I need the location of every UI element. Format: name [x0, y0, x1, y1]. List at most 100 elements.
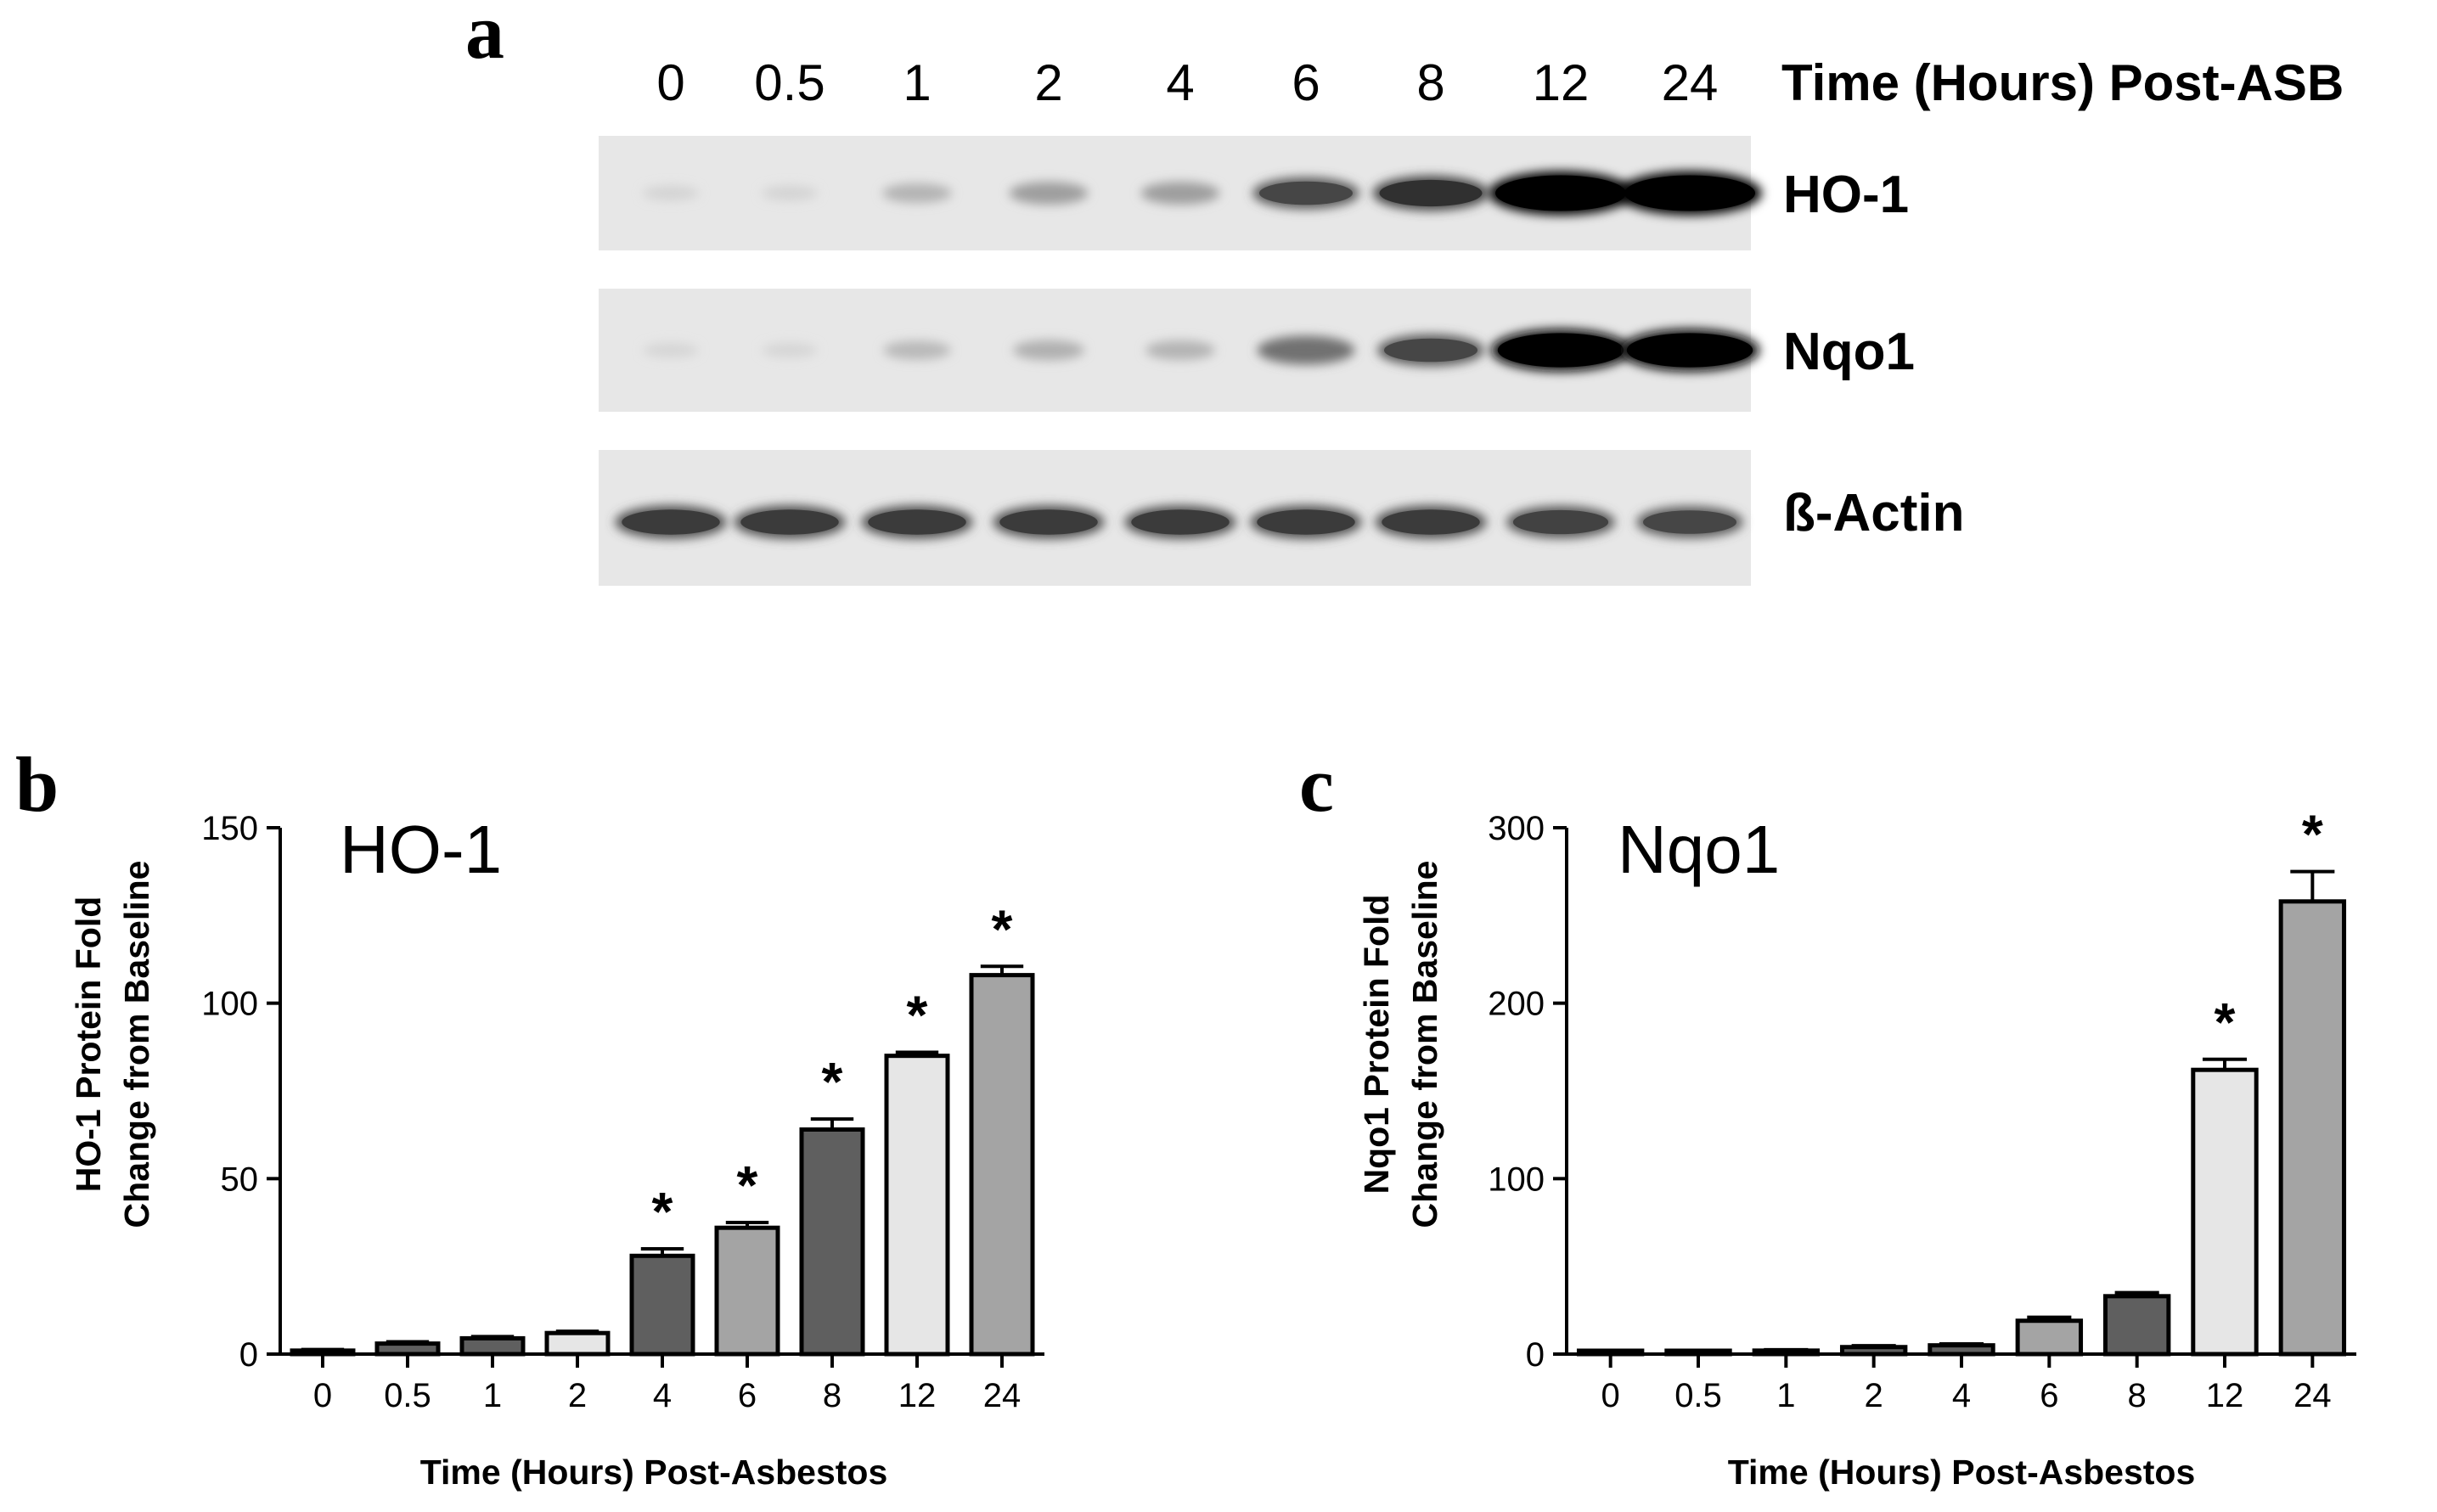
blot-band [1257, 335, 1355, 365]
blot-row-label: ß-Actin [1783, 484, 1965, 542]
bar [714, 1225, 780, 1357]
x-tick-label: 4 [653, 1377, 672, 1414]
y-tick-label: 0 [1526, 1336, 1545, 1374]
blot-band-core [1626, 333, 1753, 368]
panel-letter-b: b [15, 741, 59, 828]
blot-band [643, 342, 699, 358]
significance-marker: * [992, 898, 1013, 959]
blot-band-core [999, 509, 1098, 535]
y-tick-label: 150 [201, 810, 258, 847]
y-tick-label: 100 [1488, 1161, 1545, 1198]
blot-row: ß-Actin [599, 450, 1965, 586]
blot-band-core [1131, 509, 1230, 535]
lane-label: 24 [1662, 54, 1719, 111]
blot-row: Nqo1 [599, 289, 1915, 412]
blot-band-core [740, 509, 839, 535]
bar [629, 1253, 695, 1357]
bar [2015, 1318, 2084, 1357]
bar [544, 1330, 611, 1357]
x-tick-label: 8 [2128, 1377, 2147, 1414]
x-tick-label: 12 [2206, 1377, 2244, 1414]
bar [374, 1341, 441, 1357]
blot-band-core [1382, 509, 1480, 535]
western-blot: 0 0.5 1 2 4 6 8 12 24 Time (Hours) Post-ASB HO-1… [599, 54, 2344, 586]
significance-marker: * [652, 1181, 673, 1242]
x-tick-label: 24 [983, 1377, 1022, 1414]
bar [1839, 1345, 1908, 1357]
bar [290, 1348, 356, 1357]
blot-band-core [1624, 175, 1755, 211]
y-tick-label: 0 [239, 1336, 258, 1374]
blot-row: HO-1 [599, 136, 1909, 250]
lane-label: 0 [656, 54, 684, 111]
y-tick-label: 100 [201, 986, 258, 1023]
x-tick-label: 8 [823, 1377, 841, 1414]
bar [2278, 899, 2347, 1357]
x-tick-label: 6 [738, 1377, 757, 1414]
significance-marker: * [822, 1051, 843, 1112]
x-tick-label: 0 [1601, 1377, 1620, 1414]
blot-band-core [1384, 338, 1477, 363]
blot-band-core [868, 509, 966, 535]
chart-nqo1-xlabel: Time (Hours) Post-Asbestos [1728, 1453, 2196, 1492]
lane-label: 2 [1034, 54, 1062, 111]
blot-band-core [1259, 181, 1353, 205]
blot-band-core [1379, 179, 1483, 207]
chart-ho1-xlabel: Time (Hours) Post-Asbestos [420, 1453, 888, 1492]
x-tick-label: 6 [2040, 1377, 2058, 1414]
significance-marker: * [737, 1155, 758, 1216]
blot-band [642, 185, 700, 201]
blot-band-core [1495, 175, 1626, 211]
bar [1928, 1343, 1995, 1357]
chart-ho1-ylabel-line1: HO-1 Protein Fold [69, 897, 108, 1193]
chart-nqo1: Nqo1 Nqo1 Protein Fold Change from Basel… [1357, 804, 2356, 1492]
lane-label: 8 [1416, 54, 1444, 111]
chart-ho1-title: HO-1 [340, 812, 502, 887]
blot-band-core [1643, 510, 1736, 534]
blot-row-label: HO-1 [1783, 166, 1909, 224]
y-tick-label: 50 [221, 1161, 259, 1198]
lane-label: 0.5 [754, 54, 825, 111]
significance-marker: * [2302, 804, 2323, 865]
x-tick-label: 0 [313, 1377, 332, 1414]
chart-nqo1-ylabel-line1: Nqo1 Protein Fold [1357, 894, 1396, 1194]
bar [2102, 1294, 2171, 1357]
x-tick-label: 0.5 [384, 1377, 431, 1414]
x-tick-label: 2 [568, 1377, 587, 1414]
blot-rows: HO-1 Nqo1 ß-Actin [599, 136, 1965, 586]
x-tick-label: 1 [1776, 1377, 1795, 1414]
y-tick-label: 300 [1488, 810, 1545, 847]
bar [2191, 1067, 2259, 1357]
chart-nqo1-ylabel-line2: Change from Baseline [1405, 861, 1444, 1228]
lane-labels: 0 0.5 1 2 4 6 8 12 24 [656, 54, 1718, 111]
x-tick-label: 24 [2293, 1377, 2332, 1414]
blot-band [1009, 182, 1089, 205]
bar [1664, 1348, 1732, 1357]
blot-row-label: Nqo1 [1783, 323, 1915, 381]
bar [884, 1054, 950, 1357]
significance-marker: * [2215, 992, 2236, 1053]
chart-ho1-ylabel-line2: Change from Baseline [117, 861, 156, 1228]
chart-nqo1-title: Nqo1 [1618, 812, 1780, 887]
x-tick-label: 0.5 [1674, 1377, 1722, 1414]
x-tick-label: 2 [1865, 1377, 1883, 1414]
x-tick-label: 4 [1952, 1377, 1971, 1414]
bar [459, 1335, 526, 1357]
lane-label: 6 [1292, 54, 1320, 111]
blot-band [883, 340, 951, 360]
blot-band [761, 185, 819, 201]
bar [1752, 1348, 1821, 1357]
blot-band [762, 342, 818, 358]
x-tick-label: 1 [483, 1377, 502, 1414]
blot-time-header: Time (Hours) Post-ASB [1781, 54, 2344, 111]
blot-band [882, 183, 952, 204]
bar [969, 973, 1035, 1357]
blot-band [1140, 182, 1220, 205]
panel-letter-c: c [1299, 741, 1334, 828]
significance-marker: * [907, 985, 928, 1046]
bar [1576, 1348, 1645, 1357]
panel-letter-a: a [465, 0, 504, 75]
